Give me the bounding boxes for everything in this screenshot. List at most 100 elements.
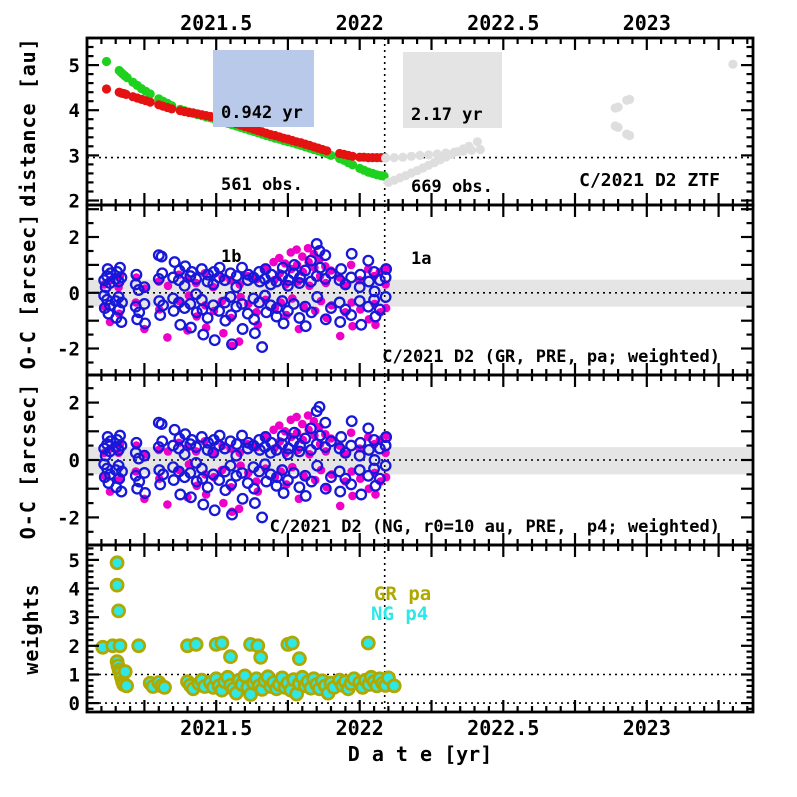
blue-open <box>218 274 231 287</box>
blue-open <box>293 311 306 324</box>
weights-gr-ng <box>253 649 269 665</box>
blue-open <box>281 448 294 461</box>
blue-open <box>325 267 337 280</box>
y-tick-label: 3 <box>69 145 80 167</box>
blue-open <box>226 508 238 521</box>
info-box-1a-line3: 1a <box>411 249 432 269</box>
blue-open <box>202 436 215 449</box>
blue-open <box>314 429 327 442</box>
x-tick-label-bottom: 2022 <box>336 716 384 740</box>
weights-gr-ng <box>109 577 125 593</box>
blue-open <box>379 271 392 284</box>
blue-open <box>353 295 366 308</box>
y-tick-label: -2 <box>57 339 80 361</box>
blue-open <box>241 274 254 287</box>
gray-unfitted <box>613 122 623 132</box>
blue-open <box>179 428 192 441</box>
blue-open <box>362 275 375 288</box>
blue-open <box>130 436 143 449</box>
blue-open <box>319 416 332 429</box>
blue-open <box>167 474 180 487</box>
magenta-filled <box>219 328 228 338</box>
gray-unfitted <box>441 148 451 158</box>
blue-open <box>109 441 122 454</box>
weights-gr-ng <box>131 638 147 654</box>
y-tick-label: 2 <box>69 227 80 249</box>
red-distance <box>145 97 155 107</box>
gray-unfitted <box>432 149 442 159</box>
blue-open <box>354 436 367 449</box>
magenta-filled <box>346 260 356 270</box>
magenta-filled <box>298 252 307 261</box>
weights-gr-ng <box>157 680 172 695</box>
blue-open <box>230 281 243 294</box>
blue-open <box>353 449 366 462</box>
info-box-1b: 0.942 yr 561 obs. 1b <box>213 50 314 267</box>
blue-open <box>353 464 366 477</box>
blue-open <box>178 448 191 461</box>
blue-open <box>196 472 209 485</box>
gray-unfitted <box>424 150 434 160</box>
magenta-filled <box>303 411 313 420</box>
blue-open <box>201 443 214 456</box>
blue-open <box>236 323 249 335</box>
blue-open <box>208 504 221 517</box>
y-tick-label: 5 <box>69 55 80 77</box>
y-tick-label: 1 <box>69 665 80 687</box>
blue-open <box>311 459 324 472</box>
blue-open <box>133 475 146 488</box>
blue-open <box>299 264 312 277</box>
weights-gr-ng <box>223 649 238 665</box>
x-tick-label-top: 2021.5 <box>180 11 252 35</box>
weights-gr-ng <box>117 664 133 679</box>
blue-open <box>157 299 170 312</box>
blue-open <box>335 431 348 443</box>
blue-open <box>115 439 128 452</box>
blue-open <box>168 256 181 269</box>
weights-gr-ng <box>291 651 307 667</box>
gray-unfitted <box>467 145 477 155</box>
blue-open <box>345 247 358 260</box>
blue-open <box>288 258 301 271</box>
blue-open <box>190 475 203 488</box>
y-tick-label: 0 <box>69 283 80 305</box>
x-tick-label-top: 2023 <box>623 11 671 35</box>
blue-open <box>152 441 165 454</box>
y-tick-label: 0 <box>69 450 80 472</box>
blue-open <box>379 291 392 303</box>
panel-ng-solution-label: C/2021 D2 (NG, r0=10 au, PRE, p4; weight… <box>269 517 720 537</box>
gray-unfitted <box>389 153 399 163</box>
blue-open <box>201 481 214 494</box>
blue-open <box>236 492 249 505</box>
weights-gr-ng <box>214 635 230 651</box>
magenta-filled <box>298 419 307 429</box>
blue-open <box>334 485 347 498</box>
blue-open <box>112 459 125 472</box>
blue-open <box>156 435 169 448</box>
blue-open <box>132 284 145 296</box>
blue-open <box>195 431 208 443</box>
gray-unfitted <box>625 130 635 141</box>
legend-ng-p4: NG p4 <box>371 603 429 625</box>
blue-open <box>362 254 375 267</box>
blue-open <box>287 297 300 310</box>
blue-open <box>213 261 226 274</box>
blue-open <box>236 429 248 442</box>
blue-open <box>113 472 126 485</box>
info-box-1b-line3: 1b <box>221 247 242 267</box>
blue-open <box>313 400 326 413</box>
blue-open <box>362 300 375 313</box>
legend-gr-pa: GR pa <box>374 583 432 605</box>
blue-open <box>241 442 254 455</box>
blue-open <box>362 422 375 435</box>
blue-open <box>167 304 180 317</box>
blue-open <box>368 265 381 278</box>
green-distance <box>101 56 112 67</box>
magenta-filled <box>335 501 345 511</box>
blue-open <box>230 449 243 462</box>
y-tick-label: 4 <box>69 579 80 601</box>
blue-open <box>304 422 317 435</box>
blue-open <box>157 468 170 481</box>
magenta-filled <box>335 331 345 341</box>
